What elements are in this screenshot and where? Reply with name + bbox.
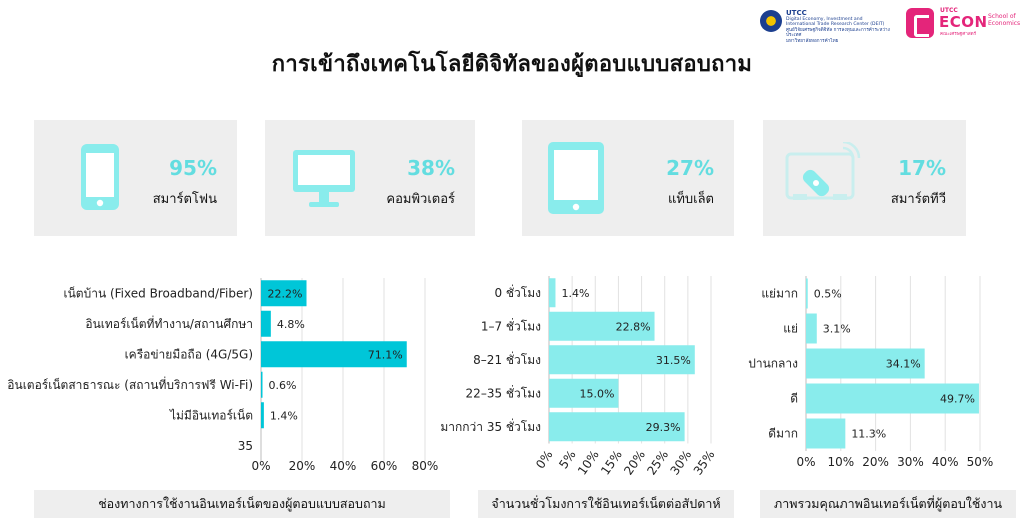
data-label: 22.8% <box>616 320 651 333</box>
smartphone-icon <box>81 144 119 210</box>
device-percent: 95% <box>169 156 217 180</box>
chart-canvas: 0% 20% 40% 60% 80% เน็ตบ้าน (Fixed Broadband/… <box>7 278 439 473</box>
x-tick-label: 35% <box>691 448 718 478</box>
category-label: อินเทอร์เน็ตที่ทำงาน/สถานศึกษา <box>85 315 253 331</box>
device-percent: 27% <box>666 156 714 180</box>
x-tick-label: 10% <box>827 455 854 469</box>
chart-caption-quality: ภาพรวมคุณภาพอินเทอร์เน็ตที่ผู้ตอบใช้งาน <box>760 490 1016 518</box>
utcc-deit-logo: UTCC Digital Economy, Investment and Int… <box>760 6 910 44</box>
bar <box>261 280 307 307</box>
data-label: 71.1% <box>368 348 403 361</box>
x-tick-label: 60% <box>371 459 398 473</box>
category-label: 35 <box>238 439 253 453</box>
data-label: 31.5% <box>656 354 691 367</box>
category-label: เครือข่ายมือถือ (4G/5G) <box>125 347 253 361</box>
chart-canvas: 0% 10% 20% 30% 40% 50% แย่มาก 0.5% แย่ 3.1% ปานกลา… <box>748 276 994 469</box>
data-label: 0.5% <box>814 288 842 301</box>
econ-mark-icon <box>906 8 934 38</box>
category-label: เน็ตบ้าน (Fixed Broadband/Fiber) <box>64 285 254 300</box>
device-label: คอมพิวเตอร์ <box>386 192 455 207</box>
category-label: 8–21 ชั่วโมง <box>473 351 541 367</box>
bar <box>261 371 263 398</box>
chart-canvas: 0% 5%10%15%20%25%30%35%0 ชั่วโมง 1.4%1–7 ช… <box>440 276 718 478</box>
x-tick-label: 10% <box>575 448 602 478</box>
bar <box>806 418 846 449</box>
x-tick-label: 0% <box>533 448 555 472</box>
page-title: การเข้าถึงเทคโนโลยีดิจิทัลของผู้ตอบแบบสอ… <box>271 52 753 77</box>
utcc-logo-name: UTCC <box>786 9 807 17</box>
device-card-smartphone: 95% สมาร์ตโฟน <box>34 120 237 236</box>
smart-tv-icon <box>785 142 861 200</box>
bar <box>549 345 695 375</box>
x-tick-label: 20% <box>289 459 316 473</box>
x-tick-label: 25% <box>644 448 671 478</box>
device-label: สมาร์ตโฟน <box>152 192 217 207</box>
category-label: ดี <box>790 392 798 406</box>
category-label: ปานกลาง <box>748 357 798 371</box>
data-label: 22.2% <box>268 287 303 300</box>
x-tick-label: 30% <box>897 455 924 469</box>
x-tick-label: 30% <box>668 448 695 478</box>
utcc-econ-logo: UTCC ECON School of Economics คณะเศรษฐศา… <box>906 6 1021 40</box>
category-label: แย่ <box>783 322 798 336</box>
category-label: มากกว่า 35 ชั่วโมง <box>440 418 541 434</box>
data-label: 3.1% <box>823 323 851 336</box>
chart-caption-channels: ช่องทางการใช้งานอินเทอร์เน็ตของผู้ตอบแบบ… <box>34 490 450 518</box>
bar <box>261 402 264 429</box>
bar <box>806 348 925 379</box>
device-percent: 17% <box>898 156 946 180</box>
bar <box>806 278 808 309</box>
econ-brand: ECON <box>939 13 988 31</box>
bar <box>806 313 817 344</box>
category-label: อินเตอร์เน็ตสาธารณะ (สถานที่บริการฟรี Wi… <box>7 376 253 392</box>
category-label: ดีมาก <box>768 427 798 441</box>
x-tick-label: 0% <box>251 459 270 473</box>
device-label: สมาร์ตทีวี <box>890 192 946 207</box>
x-tick-label: 50% <box>967 455 994 469</box>
bar <box>549 378 619 408</box>
data-label: 49.7% <box>940 393 975 406</box>
device-card-smart-tv: 17% สมาร์ตทีวี <box>763 120 966 236</box>
chart-caption-hours: จำนวนชั่วโมงการใช้อินเทอร์เน็ตต่อสัปดาห์ <box>478 490 734 518</box>
tablet-icon <box>548 142 604 214</box>
utcc-seal-icon <box>760 10 782 32</box>
device-card-tablet: 27% แท็บเล็ต <box>522 120 734 236</box>
x-tick-label: 40% <box>932 455 959 469</box>
utcc-logo-text: Digital Economy, Investment and Internat… <box>786 17 890 44</box>
data-label: 11.3% <box>851 428 886 441</box>
data-label: 1.4% <box>270 409 298 422</box>
data-label: 4.8% <box>277 318 305 331</box>
device-label: แท็บเล็ต <box>667 192 714 207</box>
econ-school-text: School of Economics <box>988 13 1021 27</box>
bar <box>549 412 685 442</box>
x-tick-label: 20% <box>862 455 889 469</box>
device-percent: 38% <box>407 156 455 180</box>
category-label: 22–35 ชั่วโมง <box>466 384 541 400</box>
weekly-hours-bar-chart: 0% 5% 10% 15% 20% 25% 30% 35% 0 ชั่วโมง 1.4% 1–7 ช… <box>440 270 720 480</box>
data-label: 1.4% <box>561 287 589 300</box>
bar <box>261 341 407 368</box>
data-label: 0.6% <box>269 379 297 392</box>
x-tick-label: 40% <box>330 459 357 473</box>
device-card-computer: 38% คอมพิวเตอร์ <box>265 120 475 236</box>
data-label: 34.1% <box>886 358 921 371</box>
x-tick-label: 0% <box>796 455 815 469</box>
data-label: 15.0% <box>579 387 614 400</box>
internet-quality-bar-chart: 0% 10% 20% 30% 40% 50% แย่มาก 0.5% แย่ 3.1% ปานกลา… <box>720 270 1020 480</box>
data-label: 29.3% <box>646 421 681 434</box>
x-tick-label: 15% <box>598 448 625 478</box>
category-label: ไม่มีอินเทอร์เน็ต <box>169 407 253 422</box>
x-tick-label: 80% <box>412 459 439 473</box>
internet-channels-bar-chart: 0% 20% 40% 60% 80% เน็ตบ้าน (Fixed Broadband/… <box>0 270 450 480</box>
x-tick-label: 20% <box>621 448 648 478</box>
category-label: แย่มาก <box>761 287 798 301</box>
category-label: 0 ชั่วโมง <box>494 284 541 300</box>
bar <box>549 311 655 341</box>
category-label: 1–7 ชั่วโมง <box>481 317 541 333</box>
bar <box>549 278 556 308</box>
bar <box>806 383 979 414</box>
bar <box>261 310 271 337</box>
computer-monitor-icon <box>293 150 355 207</box>
